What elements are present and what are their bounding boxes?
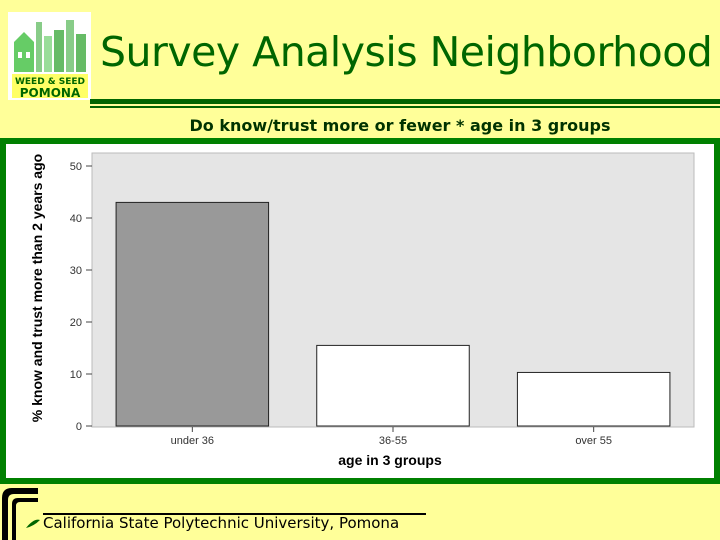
university-logo-icon [2,488,40,540]
logo-line-2: POMONA [20,86,81,100]
x-tick-label: under 36 [171,435,214,447]
x-tick-label: over 55 [575,435,612,447]
logo-line-1: WEED & SEED [15,77,85,87]
x-tick-label: 36-55 [379,435,407,447]
chart-title: Do know/trust more or fewer * age in 3 g… [189,116,611,135]
bar-chart: 0 10 20 30 40 50 under 36 36-55 over 55 age in … [6,144,714,478]
y-tick-label: 30 [70,265,82,277]
title-rule [90,99,720,104]
y-axis-label: % know and trust more than 2 years ago [29,154,45,422]
footer-text: California State Polytechnic University,… [43,514,400,532]
y-tick-label: 20 [70,317,82,329]
footer-rule [43,513,426,515]
y-tick-label: 10 [70,369,82,381]
slide-title: Survey Analysis Neighborhood [100,28,713,76]
y-tick-label: 0 [76,421,82,433]
bar-36-55 [316,344,470,427]
title-rule-thin [90,106,720,108]
bar-over-55 [516,371,671,427]
y-tick-label: 50 [70,161,82,173]
y-tick-label: 40 [70,213,82,225]
weed-and-seed-logo: WEED & SEED POMONA [8,12,91,100]
bar-under-36 [115,201,270,427]
x-axis-label: age in 3 groups [338,452,442,468]
